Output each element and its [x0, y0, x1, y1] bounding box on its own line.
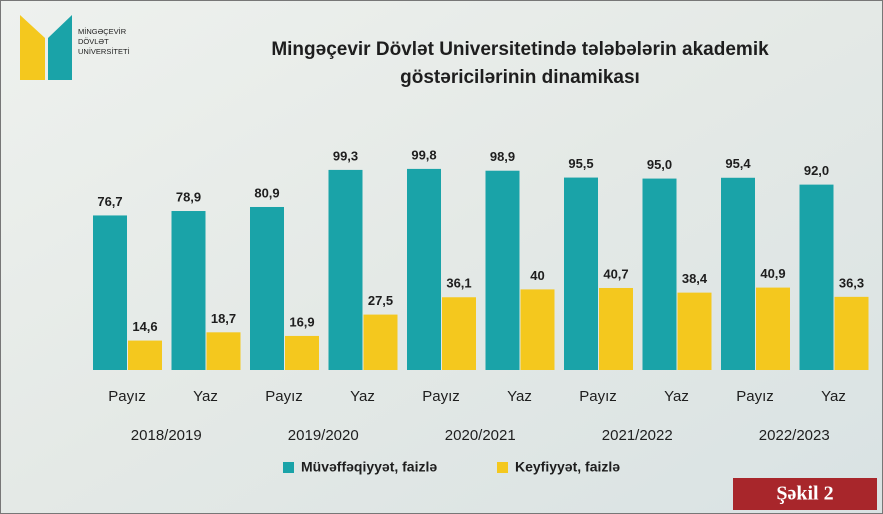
- data-label: 78,9: [176, 189, 201, 204]
- bar: [834, 296, 869, 370]
- x-tick-label: Yaz: [350, 388, 375, 405]
- group-label: 2021/2022: [602, 427, 673, 444]
- bar: [93, 215, 127, 370]
- data-label: 80,9: [254, 185, 279, 200]
- x-tick-label: Payız: [422, 388, 460, 405]
- data-label: 18,7: [211, 311, 236, 326]
- group-label: 2018/2019: [131, 427, 202, 444]
- bar: [485, 170, 520, 370]
- data-label: 27,5: [368, 293, 393, 308]
- x-tick-label: Yaz: [664, 388, 689, 405]
- legend-swatch: [283, 462, 294, 473]
- data-label: 38,4: [682, 271, 708, 286]
- legend-label: Keyfiyyət, faizlə: [515, 459, 620, 475]
- data-label: 99,8: [411, 147, 436, 162]
- data-label: 76,7: [97, 194, 122, 209]
- bar: [799, 184, 834, 370]
- data-label: 98,9: [490, 149, 515, 164]
- bar: [328, 169, 363, 370]
- group-label: 2022/2023: [759, 427, 830, 444]
- bar: [250, 206, 284, 370]
- x-tick-label: Payız: [736, 388, 774, 405]
- bar: [721, 177, 755, 370]
- data-label: 99,3: [333, 148, 358, 163]
- group-label: 2019/2020: [288, 427, 359, 444]
- x-tick-label: Yaz: [507, 388, 532, 405]
- bar: [756, 287, 790, 370]
- bar: [171, 211, 206, 370]
- bar: [677, 292, 712, 370]
- x-tick-label: Payız: [579, 388, 617, 405]
- bar: [520, 289, 555, 370]
- data-label: 40,7: [603, 266, 628, 281]
- x-tick-label: Payız: [108, 388, 146, 405]
- bar: [442, 297, 476, 370]
- bar: [206, 332, 241, 370]
- bar: [407, 168, 441, 370]
- bar: [599, 287, 633, 370]
- x-tick-label: Yaz: [193, 388, 218, 405]
- bar: [285, 335, 319, 370]
- figure-label: Şəkil 2: [776, 483, 833, 505]
- x-tick-label: Yaz: [821, 388, 846, 405]
- data-label: 40: [530, 268, 544, 283]
- logo-text: DÖVLƏT: [78, 37, 109, 46]
- logo: MİNGƏÇEVİR DÖVLƏT UNİVERSİTETİ: [20, 15, 130, 80]
- bar: [642, 178, 677, 370]
- data-label: 95,5: [568, 156, 593, 171]
- data-label: 16,9: [289, 314, 314, 329]
- data-label: 92,0: [804, 163, 829, 178]
- bar: [564, 177, 598, 370]
- data-label: 40,9: [760, 266, 785, 281]
- data-label: 36,3: [839, 275, 864, 290]
- legend-swatch: [497, 462, 508, 473]
- chart-title: göstəricilərinin dinamikası: [400, 67, 640, 88]
- data-label: 36,1: [446, 276, 471, 291]
- bar: [128, 340, 162, 370]
- x-tick-label: Payız: [265, 388, 303, 405]
- data-label: 95,4: [725, 156, 751, 171]
- data-label: 14,6: [132, 319, 157, 334]
- group-label: 2020/2021: [445, 427, 516, 444]
- bar: [363, 314, 398, 370]
- figure-label-box: [733, 478, 877, 510]
- legend-label: Müvəffəqiyyət, faizlə: [301, 459, 437, 475]
- data-label: 95,0: [647, 157, 672, 172]
- logo-text: MİNGƏÇEVİR: [78, 27, 127, 36]
- chart-title: Mingəçevir Dövlət Universitetində tələbə…: [271, 39, 769, 60]
- logo-text: UNİVERSİTETİ: [78, 47, 130, 56]
